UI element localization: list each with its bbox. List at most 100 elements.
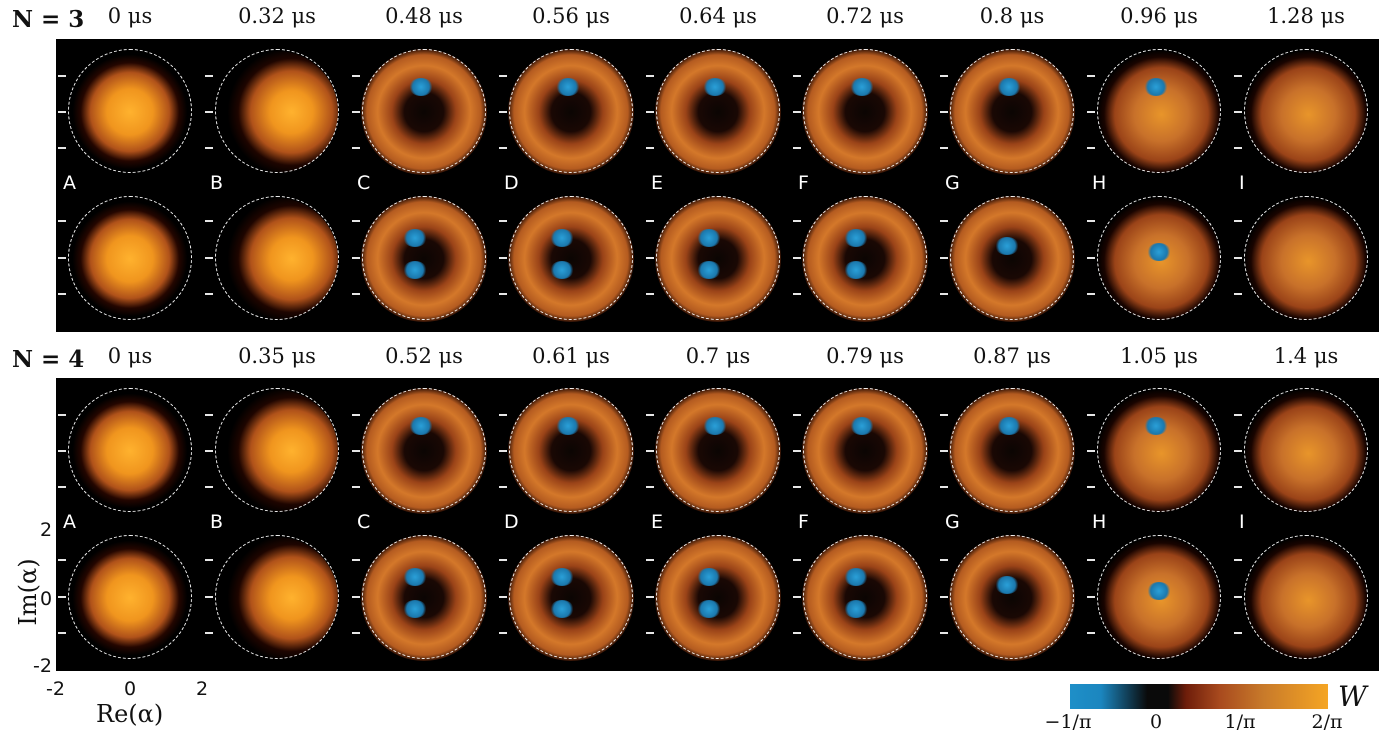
wigner-tile xyxy=(498,39,645,184)
grid-tick xyxy=(646,632,654,634)
unit-circle-guide xyxy=(656,388,780,512)
unit-circle-guide xyxy=(68,535,192,659)
grid-tick xyxy=(1087,450,1095,452)
unit-circle-guide xyxy=(656,49,780,173)
panel-letter: D xyxy=(504,172,519,194)
colorbar xyxy=(1070,684,1328,709)
grid-tick xyxy=(646,111,654,113)
grid-tick xyxy=(940,596,948,598)
grid-tick xyxy=(205,257,213,259)
grid-tick xyxy=(1234,596,1242,598)
unit-circle-guide xyxy=(950,535,1074,659)
wigner-tile xyxy=(351,378,498,523)
grid-tick xyxy=(1087,414,1095,416)
grid-tick xyxy=(352,257,360,259)
x-axis-label: Re(α) xyxy=(96,700,164,728)
time-label: 0 μs xyxy=(107,344,153,368)
panel-letter: A xyxy=(63,511,76,533)
wigner-tile xyxy=(939,378,1086,523)
panel-letter: H xyxy=(1092,172,1107,194)
panel-letter: G xyxy=(945,172,960,194)
grid-tick xyxy=(205,632,213,634)
unit-circle-guide xyxy=(1097,196,1221,320)
grid-tick xyxy=(1087,257,1095,259)
unit-circle-guide xyxy=(362,196,486,320)
wigner-tile xyxy=(645,39,792,184)
grid-tick xyxy=(1234,293,1242,295)
grid-tick xyxy=(940,293,948,295)
grid-tick xyxy=(793,293,801,295)
grid-tick xyxy=(499,147,507,149)
wigner-tile xyxy=(645,525,792,670)
colorbar-tick-2pi: 2/π xyxy=(1311,711,1343,733)
time-label: 0.96 μs xyxy=(1120,4,1198,28)
grid-tick xyxy=(1087,75,1095,77)
grid-tick xyxy=(58,293,66,295)
unit-circle-guide xyxy=(509,535,633,659)
x-tick-mid: 0 xyxy=(124,678,137,700)
grid-tick xyxy=(793,414,801,416)
grid-tick xyxy=(793,486,801,488)
grid-tick xyxy=(646,450,654,452)
grid-tick xyxy=(352,220,360,222)
grid-tick xyxy=(58,75,66,77)
grid-tick xyxy=(1087,486,1095,488)
grid-tick xyxy=(940,486,948,488)
wigner-tile xyxy=(939,525,1086,670)
unit-circle-guide xyxy=(215,388,339,512)
unit-circle-guide xyxy=(803,535,927,659)
grid-tick xyxy=(58,111,66,113)
wigner-tile xyxy=(1086,39,1233,184)
grid-tick xyxy=(205,559,213,561)
panel-letter: D xyxy=(504,511,519,533)
unit-circle-guide xyxy=(215,196,339,320)
unit-circle-guide xyxy=(1244,196,1368,320)
unit-circle-guide xyxy=(1244,388,1368,512)
grid-tick xyxy=(793,257,801,259)
panel-letter: C xyxy=(357,511,371,533)
grid-tick xyxy=(1234,486,1242,488)
time-label: 0.61 μs xyxy=(532,344,610,368)
wigner-tile xyxy=(204,39,351,184)
wigner-tile xyxy=(498,525,645,670)
wigner-tile xyxy=(351,39,498,184)
wigner-tile xyxy=(204,378,351,523)
time-label: 0.32 μs xyxy=(238,4,316,28)
panel-letter: H xyxy=(1092,511,1107,533)
grid-tick xyxy=(499,450,507,452)
grid-tick xyxy=(58,414,66,416)
unit-circle-guide xyxy=(68,388,192,512)
grid-tick xyxy=(1234,632,1242,634)
panel-letter: I xyxy=(1239,511,1245,533)
y-tick-top: 2 xyxy=(40,519,53,541)
panel-n3: A B C D E F G H I xyxy=(56,39,1379,332)
grid-tick xyxy=(1234,75,1242,77)
panel-letter: F xyxy=(798,511,809,533)
grid-tick xyxy=(499,596,507,598)
unit-circle-guide xyxy=(950,49,1074,173)
grid-tick xyxy=(205,111,213,113)
grid-tick xyxy=(1234,111,1242,113)
unit-circle-guide xyxy=(215,49,339,173)
colorbar-tick-neg: −1/π xyxy=(1044,711,1092,733)
grid-tick xyxy=(352,559,360,561)
x-tick-left: -2 xyxy=(46,678,65,700)
grid-tick xyxy=(352,111,360,113)
grid-tick xyxy=(940,450,948,452)
unit-circle-guide xyxy=(1244,535,1368,659)
grid-tick xyxy=(646,596,654,598)
grid-tick xyxy=(58,559,66,561)
y-tick-bottom: -2 xyxy=(33,655,52,677)
wigner-tile xyxy=(792,39,939,184)
time-label: 0.52 μs xyxy=(385,344,463,368)
grid-tick xyxy=(1234,147,1242,149)
grid-tick xyxy=(940,147,948,149)
panel-letter: F xyxy=(798,172,809,194)
unit-circle-guide xyxy=(950,388,1074,512)
grid-tick xyxy=(1234,450,1242,452)
colorbar-label: W xyxy=(1338,680,1367,713)
wigner-tile xyxy=(1086,186,1233,331)
grid-tick xyxy=(1087,632,1095,634)
panel-letter: A xyxy=(63,172,76,194)
unit-circle-guide xyxy=(362,535,486,659)
